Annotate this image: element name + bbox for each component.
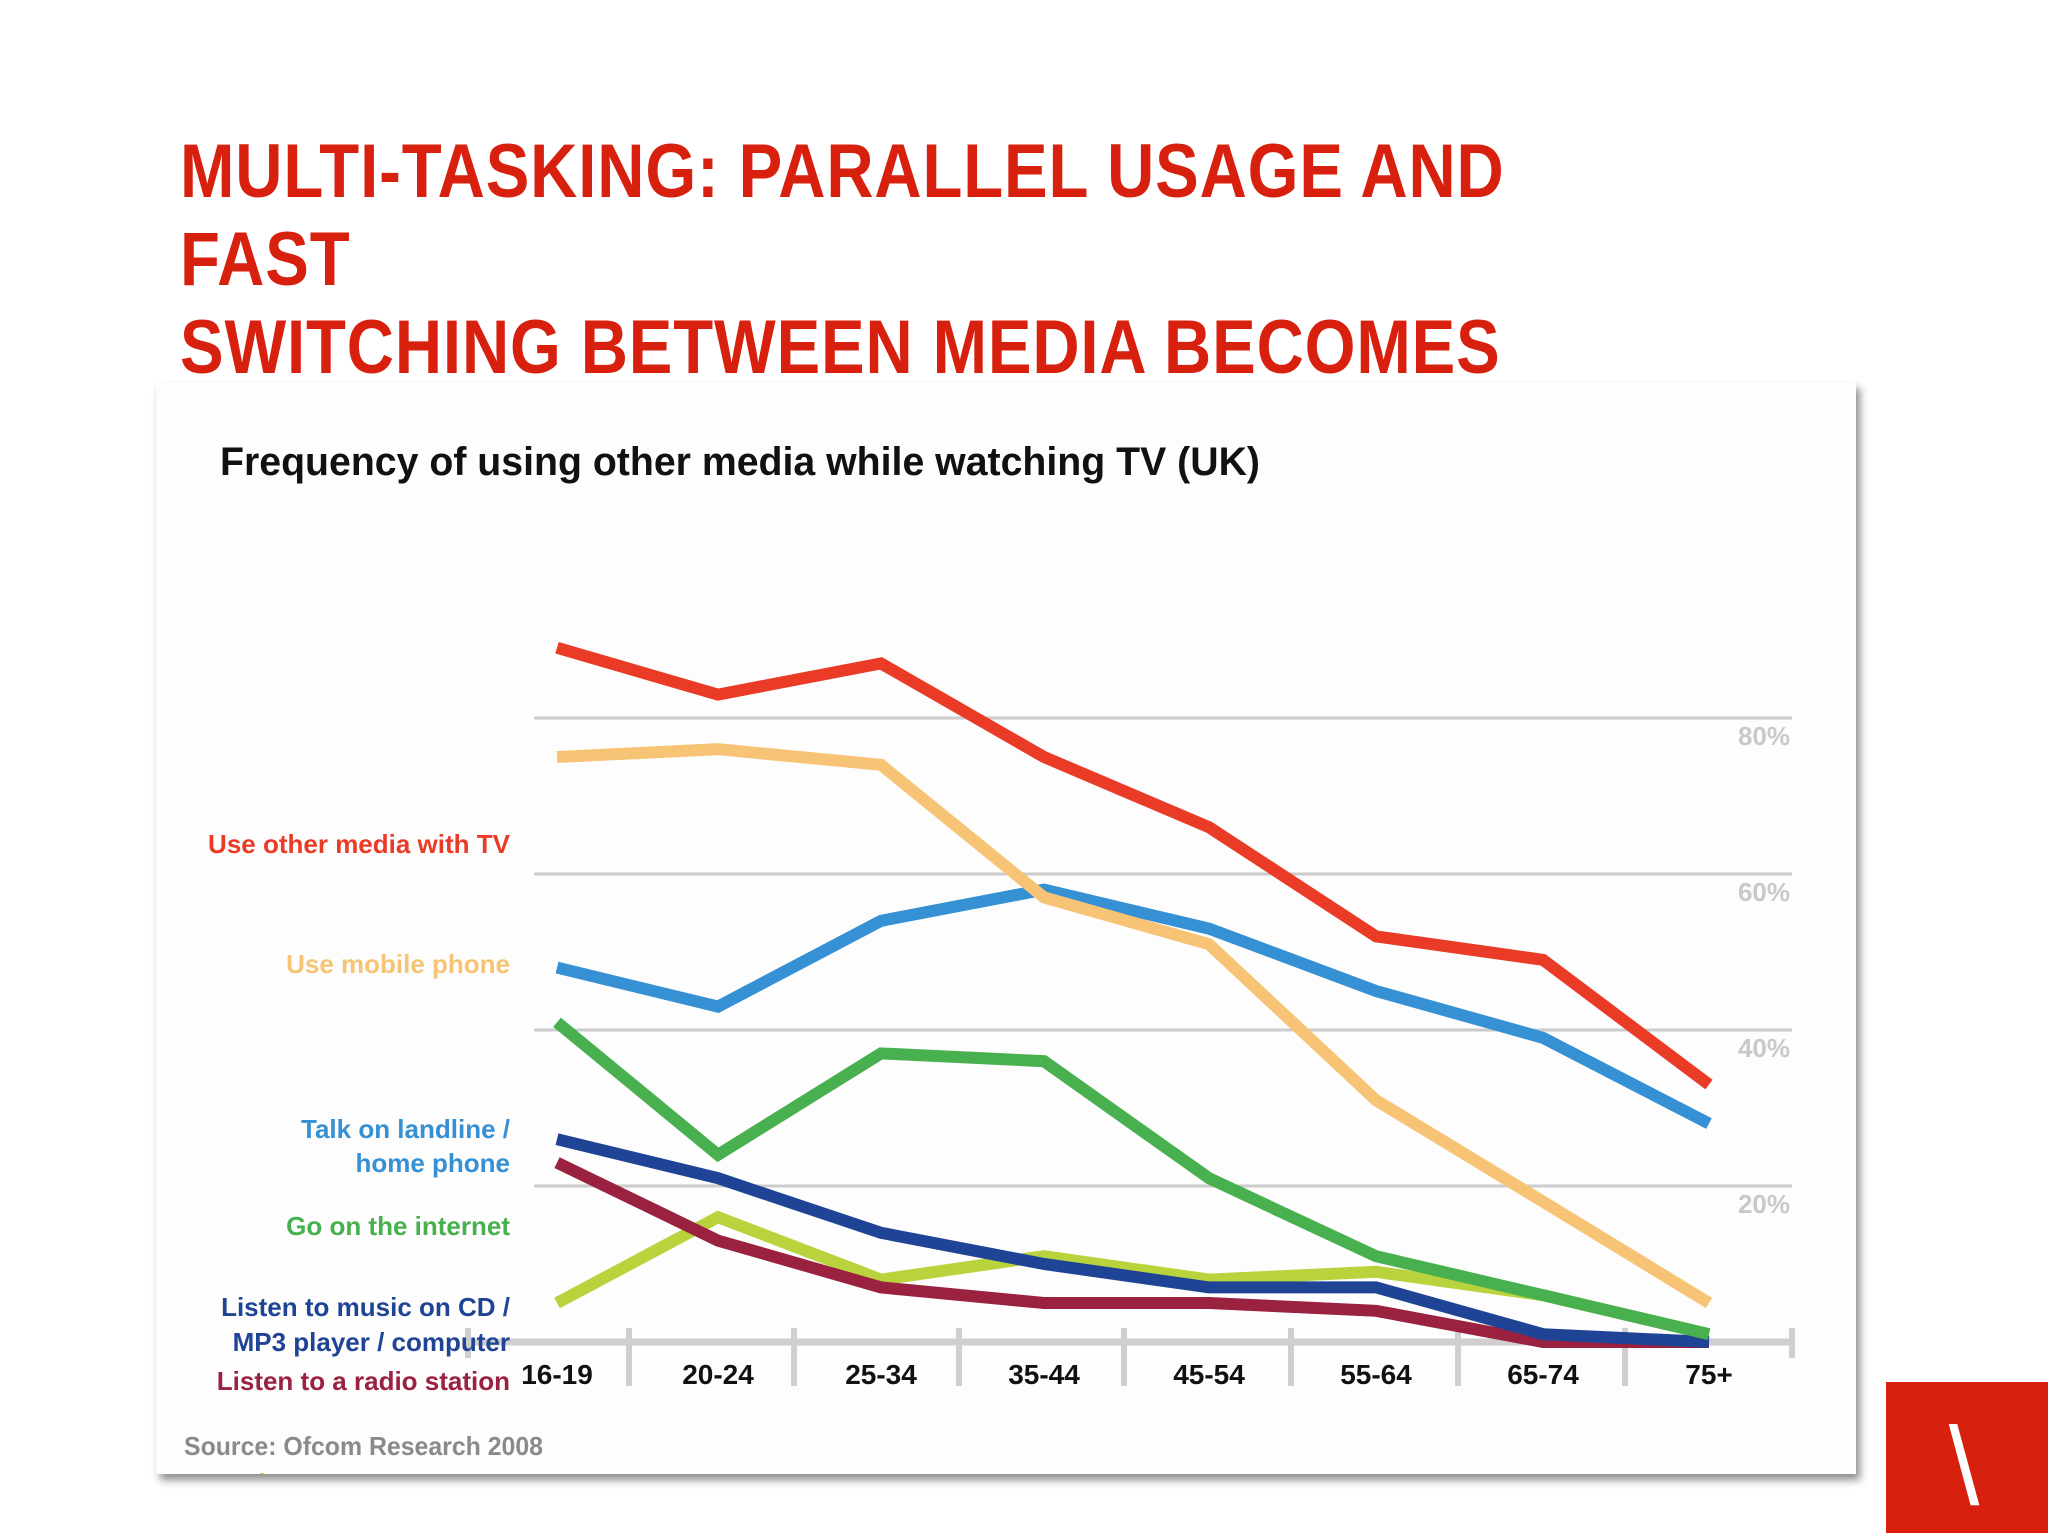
- x-tick-label-55-64: 55-64: [1340, 1359, 1412, 1390]
- series-line-use-other-media-with-tv: [555, 642, 1713, 1090]
- series-line-go-on-the-internet: [553, 1017, 1711, 1341]
- chart-source: Source: Ofcom Research 2008: [184, 1431, 543, 1461]
- logo-glyph: \: [1949, 1405, 1980, 1528]
- brand-logo: \: [1886, 1382, 2048, 1533]
- slide-title-line-1: MULTI-TASKING: PARALLEL USAGE AND FAST: [180, 129, 1505, 302]
- y-tick-label-40: 40%: [1738, 1033, 1790, 1063]
- series-label-play-computer-games-on-a-games-console-line-1: Play computer games: [241, 1468, 510, 1474]
- x-tick-label-20-24: 20-24: [682, 1359, 754, 1390]
- series-labels: Use other media with TV Use mobile phone T…: [208, 829, 511, 1474]
- line-chart: Frequency of using other media while wat…: [184, 440, 1795, 1474]
- series-line-talk-on-landline-home-phone: [555, 883, 1712, 1129]
- y-tick-label-20: 20%: [1738, 1189, 1790, 1219]
- series-label-talk-on-landline-home-phone-line-2: home phone: [355, 1148, 510, 1178]
- series-label-listen-to-a-radio-station: Listen to a radio station: [217, 1366, 510, 1396]
- x-tick-label-75+: 75+: [1685, 1359, 1733, 1390]
- series-label-use-mobile-phone: Use mobile phone: [286, 949, 510, 979]
- y-tick-label-60: 60%: [1738, 877, 1790, 907]
- series-label-use-other-media-with-tv: Use other media with TV: [208, 829, 511, 859]
- x-tick-label-65-74: 65-74: [1507, 1359, 1579, 1390]
- backslash-logo-icon: \: [1949, 1405, 1980, 1528]
- series-lines: [553, 642, 1713, 1348]
- x-tick-label-16-19: 16-19: [521, 1359, 593, 1390]
- x-tick-label-25-34: 25-34: [845, 1359, 917, 1390]
- series-label-listen-to-music-on-cd-mp3-player-computer-line-2: MP3 player / computer: [233, 1327, 510, 1357]
- series-line-use-mobile-phone: [556, 743, 1713, 1309]
- y-axis-tick-labels: 20% 40% 60% 80%: [1738, 721, 1790, 1219]
- series-label-go-on-the-internet: Go on the internet: [286, 1211, 510, 1241]
- x-tick-label-45-54: 45-54: [1173, 1359, 1245, 1390]
- series-label-listen-to-music-on-cd-mp3-player-computer-line-1: Listen to music on CD /: [221, 1292, 510, 1322]
- series-line-listen-to-a-radio-station: [554, 1157, 1709, 1348]
- gridlines: [534, 716, 1792, 1188]
- x-axis: 16-19 20-24 25-34 35-44 45-54 55-64 65-74 75+: [465, 1328, 1795, 1390]
- chart-card: Frequency of using other media while wat…: [156, 382, 1856, 1474]
- series-line-listen-to-music-on-cd-mp3-player-computer: [555, 1133, 1710, 1348]
- series-label-talk-on-landline-home-phone-line-1: Talk on landline /: [301, 1114, 510, 1144]
- chart-title: Frequency of using other media while wat…: [220, 440, 1260, 484]
- y-tick-label-80: 80%: [1738, 721, 1790, 751]
- x-tick-label-35-44: 35-44: [1008, 1359, 1080, 1390]
